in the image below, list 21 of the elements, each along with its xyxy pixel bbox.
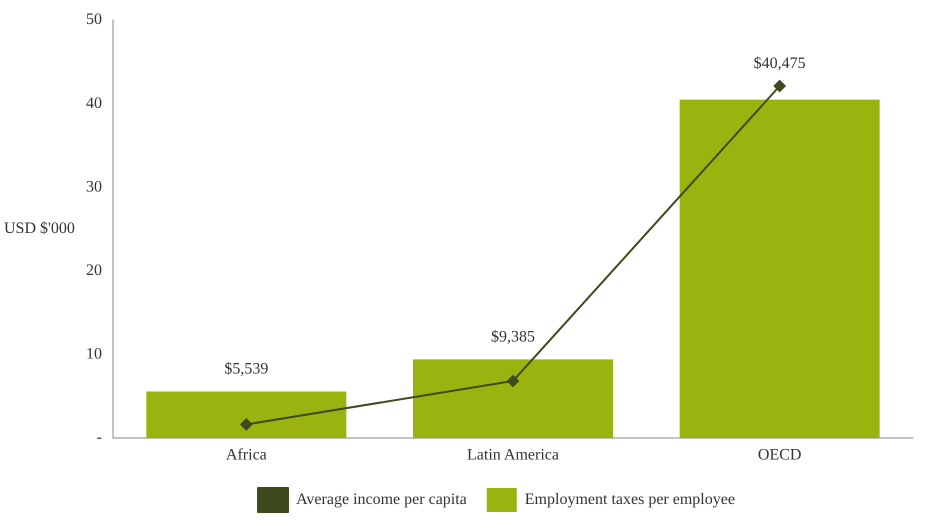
y-tick-label: 10 (86, 345, 102, 362)
x-tick-label: Africa (226, 446, 267, 464)
bar (146, 392, 346, 438)
point (240, 418, 252, 430)
point (774, 80, 786, 92)
y-tick-label: - (96, 429, 102, 446)
y-tick-label: 30 (86, 178, 102, 196)
legend-label: Employment taxes per employee (524, 491, 735, 508)
annotation: $5,539 (224, 360, 268, 378)
x-tick-label: Latin America (467, 446, 559, 464)
annotation: $9,385 (491, 328, 535, 346)
bar (413, 359, 613, 438)
annotation: $40,475 (754, 55, 806, 72)
y-tick-label: 20 (86, 262, 102, 279)
y-axis-title: USD $'000 (4, 220, 75, 238)
x-tick-label: OECD (758, 446, 802, 464)
point (507, 374, 519, 387)
y-tick-label: 40 (86, 94, 102, 112)
bar (680, 100, 880, 438)
y-tick-label: 50 (86, 11, 102, 28)
legend-label: Average income per capita (296, 491, 467, 508)
